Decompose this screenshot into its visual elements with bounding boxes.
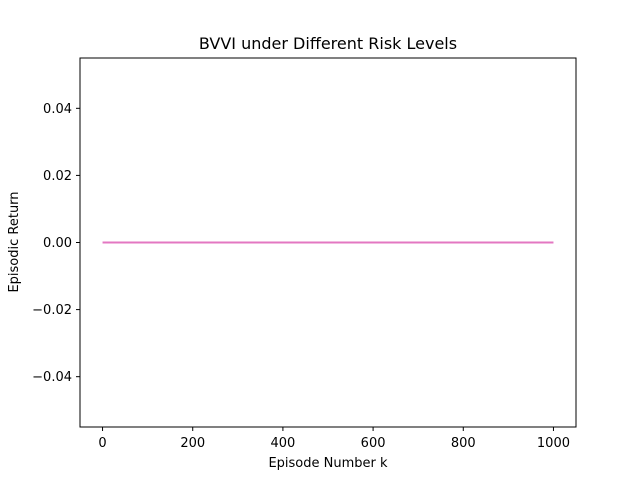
chart-title: BVVI under Different Risk Levels bbox=[199, 34, 457, 53]
x-axis: 0 200 400 600 800 1000 bbox=[98, 427, 570, 451]
y-tick-label: −0.04 bbox=[32, 370, 72, 385]
y-axis: −0.04 −0.02 0.00 0.02 0.04 bbox=[32, 102, 80, 385]
x-tick-label: 800 bbox=[451, 436, 476, 451]
y-tick-label: −0.02 bbox=[32, 303, 72, 318]
x-tick-label: 200 bbox=[180, 436, 205, 451]
x-tick-label: 0 bbox=[98, 436, 106, 451]
y-tick-label: 0.04 bbox=[43, 102, 72, 117]
x-axis-label: Episode Number k bbox=[268, 456, 388, 471]
x-tick-label: 400 bbox=[270, 436, 295, 451]
y-axis-label: Episodic Return bbox=[7, 191, 22, 292]
y-tick-label: 0.00 bbox=[43, 236, 72, 251]
y-tick-label: 0.02 bbox=[43, 169, 72, 184]
x-tick-label: 600 bbox=[361, 436, 386, 451]
x-tick-label: 1000 bbox=[537, 436, 570, 451]
